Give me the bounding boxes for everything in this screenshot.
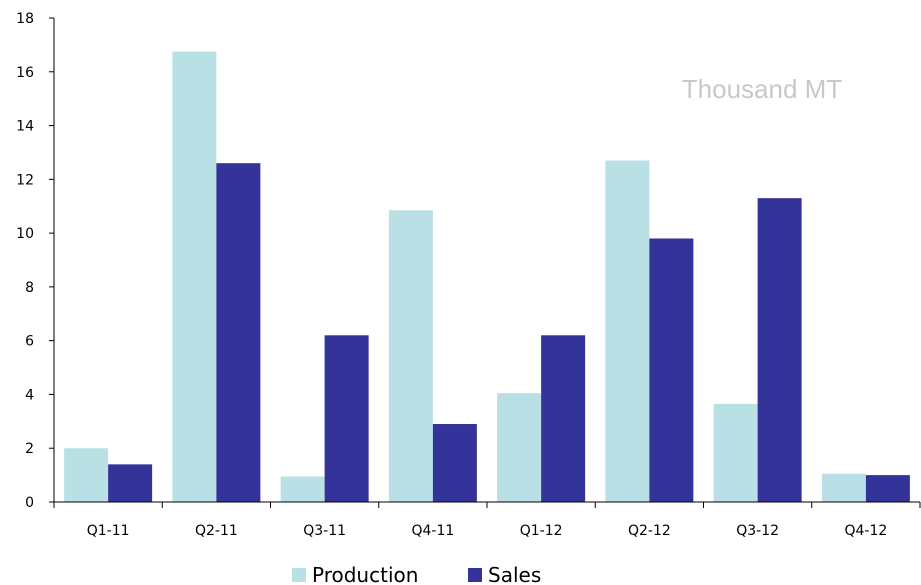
y-tick-label: 4 (25, 387, 34, 403)
legend-swatch-production (292, 568, 306, 582)
bar-sales-q3-12 (757, 198, 802, 502)
bar-production-q2-11 (172, 51, 217, 502)
y-tick-label: 6 (25, 334, 34, 350)
x-tick-label: Q4-11 (411, 523, 454, 539)
x-tick-label: Q3-11 (303, 523, 346, 539)
bar-sales-q4-12 (865, 475, 910, 502)
bar-production-q4-12 (821, 473, 866, 502)
bar-sales-q2-12 (649, 238, 694, 502)
y-tick-label: 8 (25, 280, 34, 296)
x-tick-label: Q4-12 (844, 523, 887, 539)
y-tick-label: 16 (16, 65, 34, 81)
unit-label: Thousand MT (682, 74, 843, 104)
bar-production-q2-12 (605, 160, 650, 502)
legend-label-sales: Sales (488, 563, 541, 585)
y-tick-label: 14 (16, 119, 34, 135)
y-tick-label: 0 (25, 495, 34, 511)
y-axis-ticks (49, 17, 54, 503)
x-axis-ticks (53, 502, 921, 508)
y-tick-label: 2 (25, 441, 34, 457)
x-tick-label: Q2-12 (628, 523, 671, 539)
bars (64, 51, 910, 502)
bar-sales-q1-12 (541, 335, 586, 502)
x-tick-label: Q1-11 (87, 523, 130, 539)
x-tick-label: Q3-12 (736, 523, 779, 539)
x-tick-label: Q1-12 (520, 523, 563, 539)
bar-sales-q1-11 (108, 464, 153, 502)
y-tick-label: 12 (16, 172, 34, 188)
legend-label-production: Production (312, 563, 418, 585)
bar-production-q3-11 (280, 476, 325, 502)
bar-sales-q2-11 (216, 163, 261, 502)
bar-production-q1-12 (497, 393, 542, 502)
x-tick-label: Q2-11 (195, 523, 238, 539)
x-axis-labels: Q1-11 Q2-11 Q3-11 Q4-11 Q1-12 Q2-12 Q3-12 Q4-12 (87, 523, 888, 539)
legend: Production Sales (292, 563, 541, 585)
legend-swatch-sales (468, 568, 482, 582)
y-axis-labels: 0 2 4 6 8 10 12 14 16 18 (16, 11, 34, 511)
bar-production-q3-12 (713, 403, 758, 502)
bar-sales-q4-11 (432, 424, 477, 502)
bar-production-q1-11 (64, 448, 109, 502)
bar-production-q4-11 (388, 210, 433, 502)
y-tick-label: 10 (16, 226, 34, 242)
y-tick-label: 18 (16, 11, 34, 27)
bar-sales-q3-11 (324, 335, 369, 502)
